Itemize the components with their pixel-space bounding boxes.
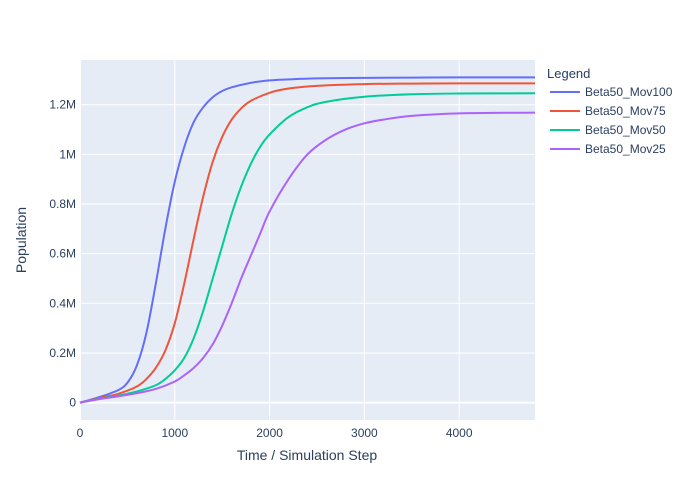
- x-tick-label: 3000: [351, 426, 378, 440]
- series-lines: [79, 76, 536, 404]
- y-tick-label: 1M: [59, 147, 76, 161]
- x-tick-label: 2000: [256, 426, 283, 440]
- legend-item[interactable]: Beta50_Mov25: [550, 142, 666, 156]
- series-line-beta50-mov75: [79, 82, 536, 404]
- y-axis-title: Population: [13, 207, 29, 273]
- x-tick-label: 4000: [446, 426, 473, 440]
- y-tick-label: 0.4M: [49, 296, 76, 310]
- x-tick-label: 1000: [161, 426, 188, 440]
- y-tick-label: 0.2M: [49, 346, 76, 360]
- legend-label: Beta50_Mov50: [585, 123, 666, 137]
- legend-item[interactable]: Beta50_Mov75: [550, 104, 666, 118]
- legend-item[interactable]: Beta50_Mov100: [550, 85, 673, 99]
- legend-item[interactable]: Beta50_Mov50: [550, 123, 666, 137]
- legend-label: Beta50_Mov75: [585, 104, 666, 118]
- series-line-beta50-mov100: [79, 76, 536, 404]
- series-line-beta50-mov50: [79, 92, 536, 404]
- legend-title: Legend: [547, 66, 590, 81]
- x-tick-label: 0: [77, 426, 84, 440]
- y-tick-label: 1.2M: [49, 98, 76, 112]
- y-tick-label: 0: [69, 396, 76, 410]
- grid-lines: [79, 60, 535, 420]
- legend-label: Beta50_Mov25: [585, 142, 666, 156]
- series-line-beta50-mov25: [79, 111, 536, 404]
- legend: Legend Beta50_Mov100 Beta50_Mov75 Beta50_M…: [547, 66, 673, 156]
- tick-labels: 0 0.2M 0.4M 0.6M 0.8M 1M 1.2M 0 1000 2000 3000 4000: [49, 98, 473, 440]
- legend-label: Beta50_Mov100: [585, 85, 673, 99]
- x-axis-title: Time / Simulation Step: [237, 447, 378, 463]
- y-tick-label: 0.6M: [49, 247, 76, 261]
- y-tick-label: 0.8M: [49, 197, 76, 211]
